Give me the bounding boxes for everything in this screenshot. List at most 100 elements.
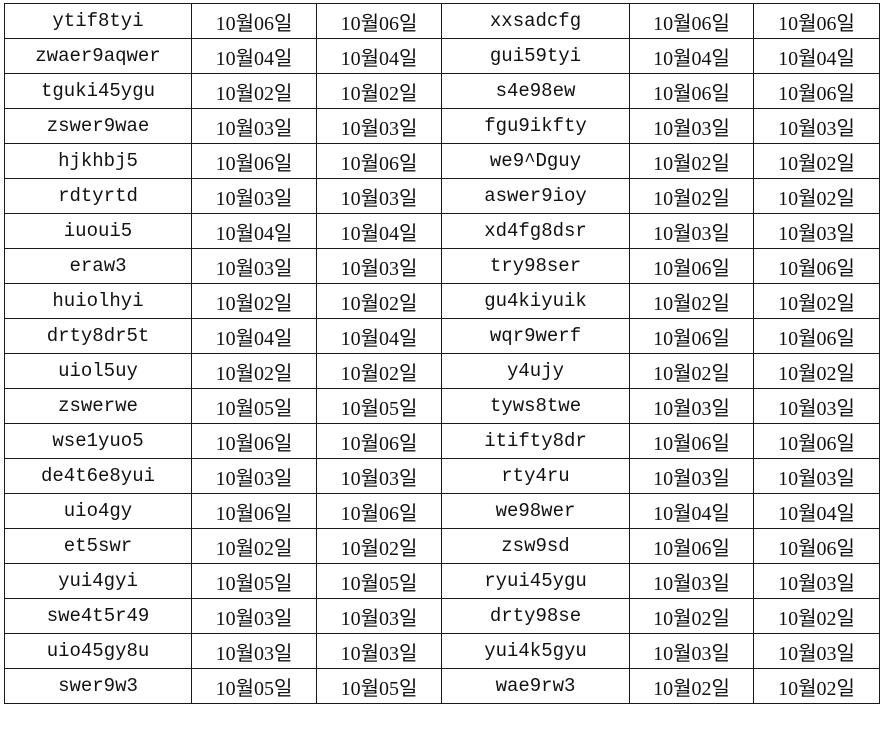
code-cell[interactable]: de4t6e8yui [4, 458, 192, 494]
date-cell[interactable]: 10월06일 [629, 3, 754, 39]
date-cell[interactable]: 10월06일 [316, 493, 442, 529]
code-cell[interactable]: tyws8twe [441, 388, 630, 424]
date-cell[interactable]: 10월03일 [753, 213, 880, 249]
date-cell[interactable]: 10월04일 [753, 38, 880, 74]
code-cell[interactable]: swe4t5r49 [4, 598, 192, 634]
code-cell[interactable]: eraw3 [4, 248, 192, 284]
date-cell[interactable]: 10월06일 [191, 493, 317, 529]
date-cell[interactable]: 10월03일 [629, 213, 754, 249]
code-cell[interactable]: ytif8tyi [4, 3, 192, 39]
date-cell[interactable]: 10월03일 [191, 108, 317, 144]
code-cell[interactable]: wae9rw3 [441, 668, 630, 704]
date-cell[interactable]: 10월02일 [629, 283, 754, 319]
date-cell[interactable]: 10월03일 [316, 633, 442, 669]
code-cell[interactable]: zswerwe [4, 388, 192, 424]
code-cell[interactable]: y4ujy [441, 353, 630, 389]
date-cell[interactable]: 10월02일 [753, 668, 880, 704]
code-cell[interactable]: xxsadcfg [441, 3, 630, 39]
code-cell[interactable]: drty8dr5t [4, 318, 192, 354]
date-cell[interactable]: 10월06일 [629, 528, 754, 564]
code-cell[interactable]: uio45gy8u [4, 633, 192, 669]
date-cell[interactable]: 10월06일 [629, 318, 754, 354]
date-cell[interactable]: 10월06일 [316, 143, 442, 179]
code-cell[interactable]: we9^Dguy [441, 143, 630, 179]
date-cell[interactable]: 10월02일 [316, 73, 442, 109]
date-cell[interactable]: 10월06일 [753, 248, 880, 284]
code-cell[interactable]: yui4gyi [4, 563, 192, 599]
date-cell[interactable]: 10월02일 [629, 143, 754, 179]
date-cell[interactable]: 10월05일 [316, 668, 442, 704]
date-cell[interactable]: 10월03일 [191, 598, 317, 634]
code-cell[interactable]: uiol5uy [4, 353, 192, 389]
code-cell[interactable]: swer9w3 [4, 668, 192, 704]
date-cell[interactable]: 10월04일 [191, 213, 317, 249]
date-cell[interactable]: 10월06일 [629, 423, 754, 459]
date-cell[interactable]: 10월05일 [316, 388, 442, 424]
date-cell[interactable]: 10월03일 [316, 248, 442, 284]
date-cell[interactable]: 10월02일 [753, 283, 880, 319]
date-cell[interactable]: 10월03일 [191, 248, 317, 284]
date-cell[interactable]: 10월04일 [191, 318, 317, 354]
date-cell[interactable]: 10월06일 [753, 528, 880, 564]
code-cell[interactable]: zsw9sd [441, 528, 630, 564]
date-cell[interactable]: 10월02일 [753, 353, 880, 389]
code-cell[interactable]: zwaer9aqwer [4, 38, 192, 74]
date-cell[interactable]: 10월06일 [753, 423, 880, 459]
date-cell[interactable]: 10월05일 [191, 563, 317, 599]
code-cell[interactable]: gui59tyi [441, 38, 630, 74]
date-cell[interactable]: 10월02일 [629, 353, 754, 389]
code-cell[interactable]: try98ser [441, 248, 630, 284]
date-cell[interactable]: 10월03일 [753, 563, 880, 599]
date-cell[interactable]: 10월04일 [191, 38, 317, 74]
date-cell[interactable]: 10월03일 [316, 108, 442, 144]
date-cell[interactable]: 10월02일 [753, 143, 880, 179]
date-cell[interactable]: 10월04일 [316, 318, 442, 354]
date-cell[interactable]: 10월02일 [316, 283, 442, 319]
date-cell[interactable]: 10월04일 [316, 38, 442, 74]
date-cell[interactable]: 10월02일 [753, 178, 880, 214]
date-cell[interactable]: 10월06일 [316, 423, 442, 459]
date-cell[interactable]: 10월03일 [316, 598, 442, 634]
date-cell[interactable]: 10월06일 [753, 3, 880, 39]
date-cell[interactable]: 10월03일 [629, 458, 754, 494]
date-cell[interactable]: 10월04일 [753, 493, 880, 529]
code-cell[interactable]: uio4gy [4, 493, 192, 529]
date-cell[interactable]: 10월06일 [191, 143, 317, 179]
date-cell[interactable]: 10월02일 [316, 528, 442, 564]
date-cell[interactable]: 10월03일 [629, 633, 754, 669]
date-cell[interactable]: 10월06일 [191, 3, 317, 39]
date-cell[interactable]: 10월04일 [629, 493, 754, 529]
code-cell[interactable]: aswer9ioy [441, 178, 630, 214]
date-cell[interactable]: 10월03일 [316, 458, 442, 494]
date-cell[interactable]: 10월03일 [629, 108, 754, 144]
date-cell[interactable]: 10월05일 [316, 563, 442, 599]
code-cell[interactable]: s4e98ew [441, 73, 630, 109]
date-cell[interactable]: 10월06일 [753, 318, 880, 354]
date-cell[interactable]: 10월02일 [629, 668, 754, 704]
date-cell[interactable]: 10월02일 [629, 598, 754, 634]
date-cell[interactable]: 10월03일 [191, 178, 317, 214]
code-cell[interactable]: gu4kiyuik [441, 283, 630, 319]
date-cell[interactable]: 10월03일 [629, 388, 754, 424]
code-cell[interactable]: wse1yuo5 [4, 423, 192, 459]
date-cell[interactable]: 10월03일 [753, 633, 880, 669]
code-cell[interactable]: tguki45ygu [4, 73, 192, 109]
code-cell[interactable]: itifty8dr [441, 423, 630, 459]
code-cell[interactable]: rty4ru [441, 458, 630, 494]
code-cell[interactable]: iuoui5 [4, 213, 192, 249]
date-cell[interactable]: 10월02일 [753, 598, 880, 634]
code-cell[interactable]: drty98se [441, 598, 630, 634]
code-cell[interactable]: we98wer [441, 493, 630, 529]
code-cell[interactable]: wqr9werf [441, 318, 630, 354]
code-cell[interactable]: huiolhyi [4, 283, 192, 319]
date-cell[interactable]: 10월03일 [191, 458, 317, 494]
date-cell[interactable]: 10월04일 [629, 38, 754, 74]
date-cell[interactable]: 10월02일 [316, 353, 442, 389]
date-cell[interactable]: 10월06일 [629, 73, 754, 109]
date-cell[interactable]: 10월03일 [191, 633, 317, 669]
date-cell[interactable]: 10월03일 [629, 563, 754, 599]
code-cell[interactable]: zswer9wae [4, 108, 192, 144]
date-cell[interactable]: 10월02일 [191, 353, 317, 389]
date-cell[interactable]: 10월02일 [191, 528, 317, 564]
code-cell[interactable]: xd4fg8dsr [441, 213, 630, 249]
